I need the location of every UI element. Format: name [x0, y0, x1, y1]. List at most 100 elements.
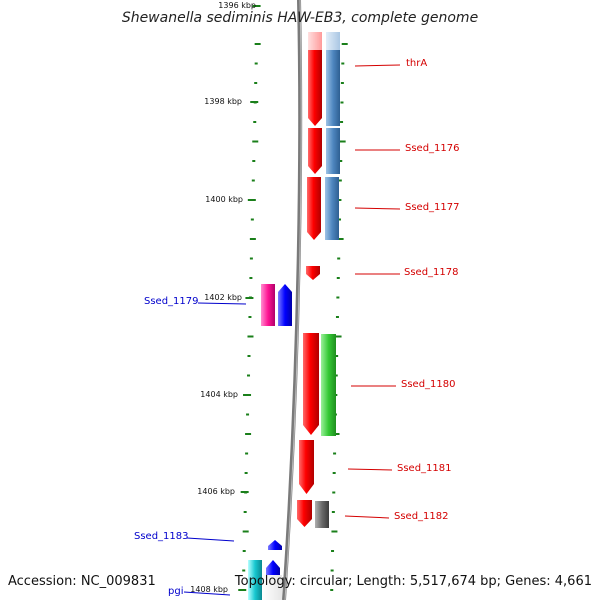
Ssed_1183-leader-line	[186, 537, 235, 542]
Ssed_1177-gene-arrow	[307, 177, 321, 240]
tick-mark-left	[254, 82, 258, 84]
tick-mark-right	[337, 257, 341, 260]
backbone	[282, 0, 303, 601]
pgi-label[interactable]: pgi	[168, 586, 184, 597]
pgi-leader-line	[183, 591, 231, 596]
major-tick	[245, 297, 254, 299]
tick-mark-right	[331, 530, 338, 533]
tick-mark-right	[331, 550, 335, 552]
tick-mark-right	[339, 140, 346, 143]
kbp-label: 1398 kbp	[204, 97, 242, 106]
tick-mark-left	[244, 472, 248, 474]
kbp-label: 1400 kbp	[205, 195, 243, 204]
tick-mark-left	[242, 550, 246, 552]
tick-mark-left	[245, 452, 249, 455]
tick-mark-right	[333, 452, 337, 455]
tick-mark-right	[331, 511, 335, 513]
Ssed_1179-cds-box	[261, 284, 275, 326]
Ssed_1179-leader-line	[197, 302, 247, 305]
Ssed_1180-gene-arrow	[303, 333, 319, 435]
tick-mark-left	[242, 530, 249, 533]
tick-mark-right	[340, 121, 344, 123]
thrA-cds-faded	[326, 32, 340, 50]
kbp-label: 1404 kbp	[200, 390, 238, 399]
major-tick	[240, 491, 249, 493]
tick-mark-right	[335, 316, 339, 318]
tick-mark-left	[247, 374, 251, 377]
tick-mark-right	[339, 160, 343, 162]
genome-backbone-highlight	[284, 0, 302, 601]
tick-mark-right	[336, 296, 340, 299]
tick-mark-right	[332, 491, 336, 494]
tick-mark-left	[253, 121, 257, 123]
tick-mark-left	[249, 238, 256, 240]
kbp-label: 1406 kbp	[197, 487, 235, 496]
tick-mark-right	[333, 433, 340, 435]
tick-mark-right	[336, 277, 340, 279]
tick-mark-right	[338, 199, 342, 201]
Ssed_1178-label[interactable]: Ssed_1178	[404, 267, 459, 278]
tick-mark-right	[335, 355, 339, 357]
Ssed_1182-leader-line	[344, 515, 390, 519]
tick-mark-left	[249, 277, 253, 279]
kbp-label: 1396 kbp	[218, 1, 256, 10]
tick-mark-left	[243, 511, 247, 513]
Ssed_1179-gene-arrow	[278, 284, 292, 326]
tick-mark-left	[245, 433, 252, 435]
tick-mark-left	[254, 62, 258, 65]
tick-mark-right	[341, 43, 348, 45]
tick-mark-left	[252, 160, 256, 162]
topology-text: Topology: circular; Length: 5,517,674 bp…	[234, 574, 592, 589]
tick-mark-left	[251, 179, 255, 182]
major-tick	[250, 101, 259, 103]
thrA-label[interactable]: thrA	[406, 58, 428, 69]
tick-mark-left	[249, 257, 253, 260]
tick-mark-right	[341, 62, 345, 65]
major-tick	[247, 199, 256, 201]
Ssed_1182-cds-box	[315, 501, 329, 528]
thrA-cds-box	[326, 50, 340, 126]
Ssed_1180-cds-box	[321, 334, 336, 436]
label-leader-lines	[183, 64, 401, 596]
Ssed_1178-gene-arrow	[306, 266, 320, 280]
Ssed_1179-label[interactable]: Ssed_1179	[144, 296, 199, 307]
Ssed_1176-cds-box	[326, 128, 340, 174]
tick-mark-left	[248, 316, 252, 318]
kbp-label: 1408 kbp	[190, 585, 228, 594]
accession-text: Accession: NC_009831	[8, 574, 156, 589]
thrA-gene-arrow	[308, 50, 322, 126]
tick-mark-right	[338, 218, 342, 221]
tick-mark-right	[334, 374, 338, 377]
tick-mark-left	[247, 335, 254, 338]
tick-mark-left	[254, 43, 261, 45]
Ssed_1177-leader-line	[354, 207, 401, 210]
tick-mark-right	[338, 179, 342, 182]
major-tick	[243, 394, 252, 396]
tick-mark-right	[330, 569, 334, 572]
tick-mark-right	[332, 472, 336, 474]
pgi-cds-box	[248, 560, 262, 600]
tick-mark-left	[252, 140, 259, 143]
tick-mark-right	[330, 589, 334, 591]
Ssed_1183-label[interactable]: Ssed_1183	[134, 531, 189, 542]
Ssed_1181-leader-line	[347, 468, 393, 471]
tick-mark-right	[337, 238, 344, 240]
Ssed_1182-gene-arrow	[297, 500, 312, 527]
overlap-highlight	[262, 575, 282, 600]
tick-mark-right	[335, 335, 342, 338]
genome-backbone-line	[282, 0, 303, 601]
Ssed_1180-label[interactable]: Ssed_1180	[401, 379, 456, 390]
Ssed_1176-label[interactable]: Ssed_1176	[405, 143, 460, 154]
gene-features	[248, 32, 340, 600]
major-tick	[238, 589, 247, 591]
Ssed_1181-label[interactable]: Ssed_1181	[397, 463, 452, 474]
Ssed_1183-gene-arrow	[268, 540, 282, 550]
Ssed_1182-label[interactable]: Ssed_1182	[394, 511, 449, 522]
tick-mark-left	[246, 413, 250, 416]
Ssed_1177-cds-box	[325, 177, 339, 240]
tick-mark-right	[340, 101, 344, 104]
tick-mark-right	[340, 82, 344, 84]
Ssed_1176-gene-arrow	[308, 128, 322, 174]
Ssed_1177-label[interactable]: Ssed_1177	[405, 202, 460, 213]
